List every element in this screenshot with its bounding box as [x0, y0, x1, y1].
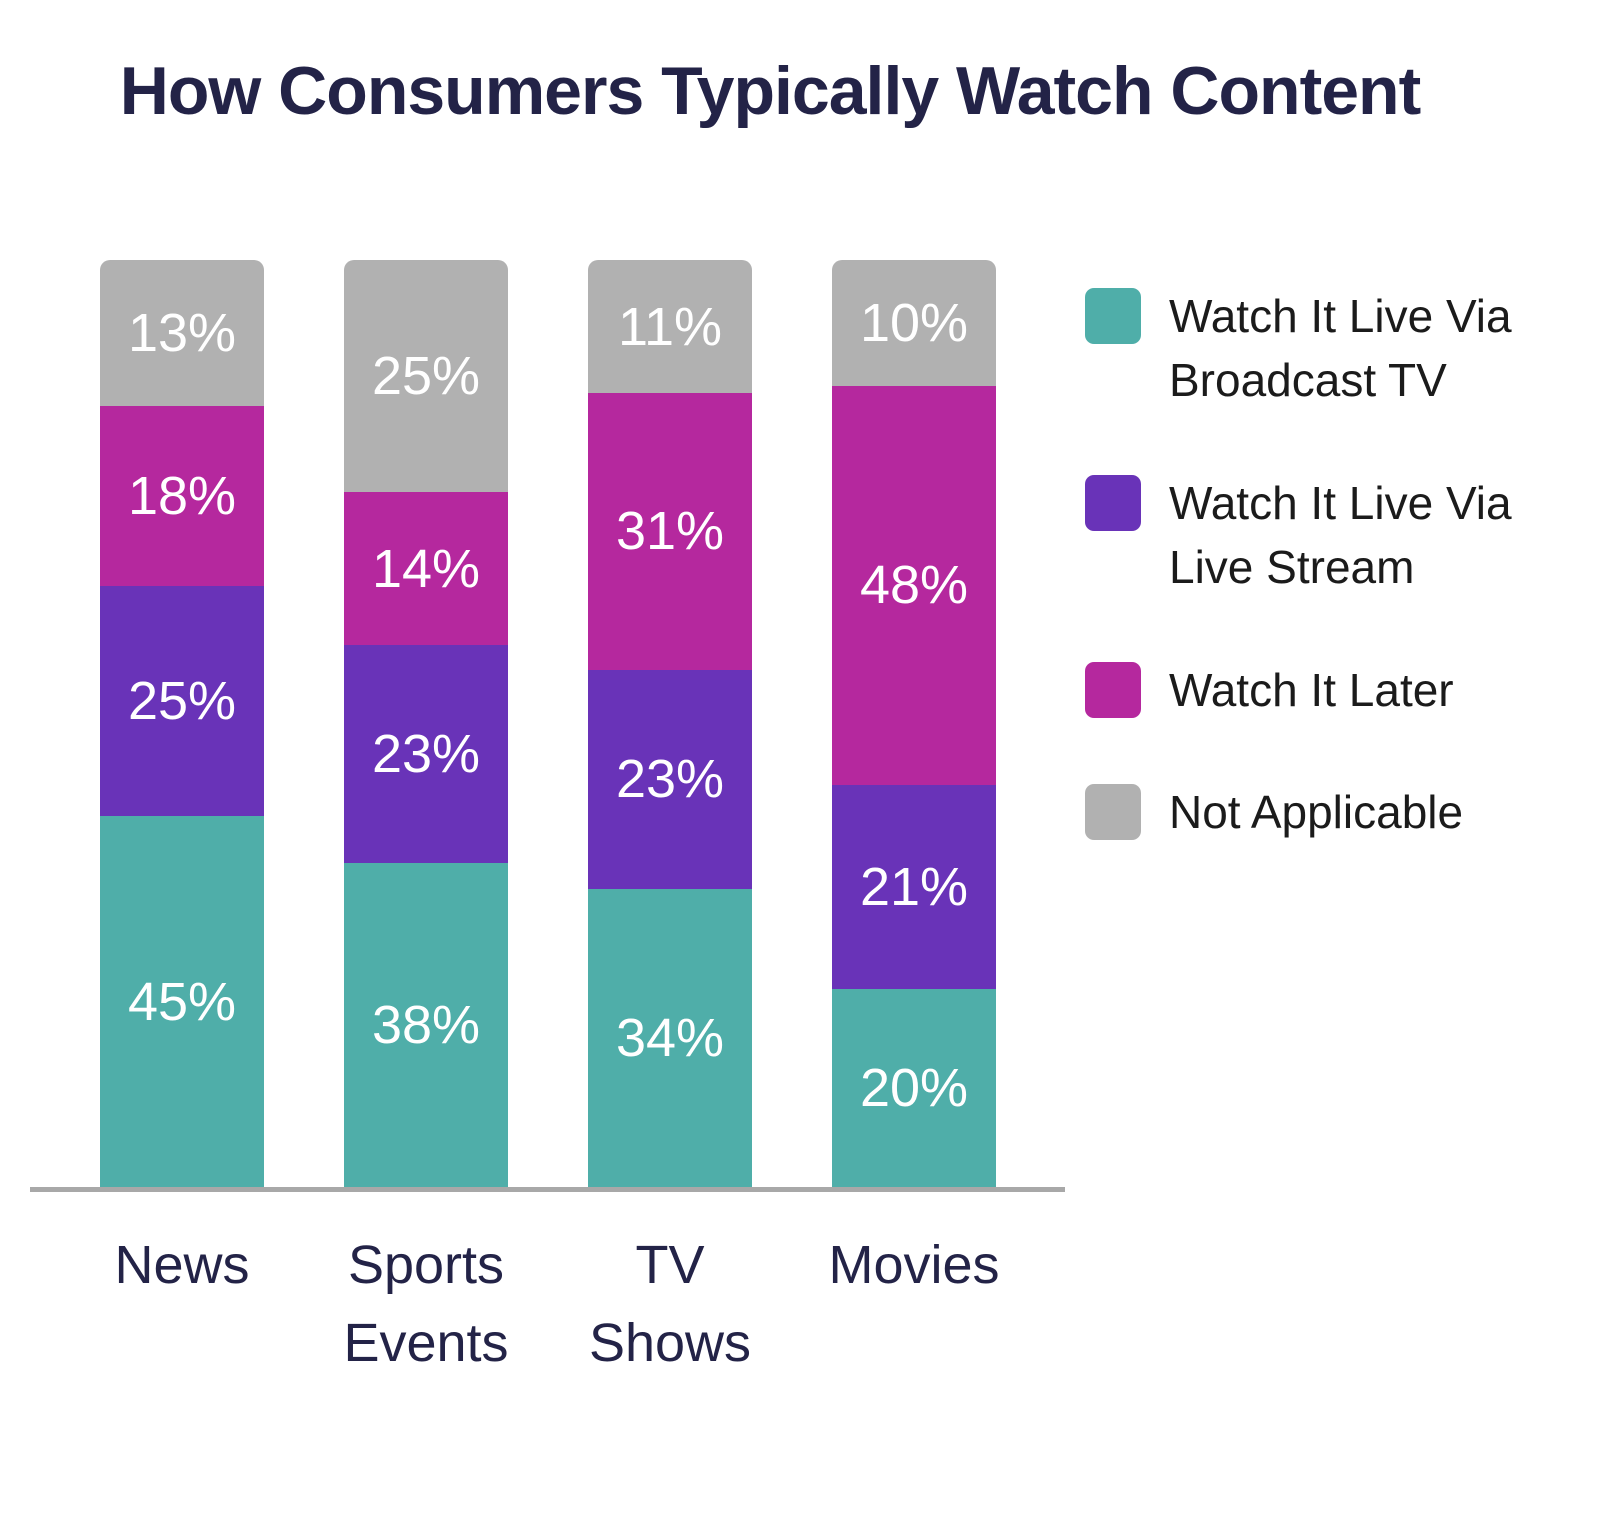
segment-value-label: 25% — [127, 671, 237, 732]
segment-watch-it-later-sports-events: 14% — [344, 491, 508, 646]
x-label-cell-tv-shows: TV Shows — [588, 1226, 752, 1383]
x-label-cell-news: News — [100, 1226, 264, 1383]
legend-item-watch-it-later: Watch It Later — [1085, 658, 1600, 722]
segment-not-applicable-sports-events: 25% — [344, 260, 508, 492]
chart-title: How Consumers Typically Watch Content — [119, 53, 1422, 129]
segment-watch-it-live-via-broadcast-tv-movies: 20% — [832, 989, 996, 1187]
segment-value-label: 45% — [127, 971, 237, 1032]
segment-not-applicable-tv-shows: 11% — [588, 260, 752, 393]
bar-tv-shows: 11% 31% 23% 34% — [588, 260, 752, 1187]
plot-area: 13% 18% 25% 45% 25% 14% 23% 38% 11% 31% 23% 34% 10% 4… — [0, 260, 1065, 1383]
segment-not-applicable-movies: 10% — [832, 260, 996, 386]
legend: Watch It Live Via Broadcast TV Watch It L… — [1065, 260, 1600, 1383]
segment-watch-it-live-via-broadcast-tv-news: 45% — [100, 816, 264, 1187]
segment-watch-it-live-via-broadcast-tv-tv-shows: 34% — [588, 888, 752, 1187]
segment-value-label: 23% — [371, 724, 481, 785]
segment-watch-it-later-movies: 48% — [832, 385, 996, 785]
x-label-news: News — [114, 1235, 250, 1295]
legend-label-watch-it-live-via-live-stream: Watch It Live Via Live Stream — [1169, 476, 1512, 594]
legend-swatch-watch-it-live-via-live-stream — [1085, 474, 1141, 531]
segment-watch-it-later-news: 18% — [100, 405, 264, 587]
segment-value-label: 11% — [617, 296, 723, 357]
segment-value-label: 31% — [615, 501, 725, 562]
segment-value-label: 23% — [615, 749, 725, 810]
x-label-tv-shows: TV Shows — [588, 1235, 752, 1374]
segment-value-label: 38% — [371, 994, 481, 1055]
legend-swatch-not-applicable — [1085, 783, 1141, 840]
x-label-cell-sports-events: Sports Events — [343, 1226, 509, 1383]
segment-watch-it-live-via-live-stream-sports-events: 23% — [344, 645, 508, 863]
segment-not-applicable-news: 13% — [100, 260, 264, 406]
segment-watch-it-live-via-broadcast-tv-sports-events: 38% — [344, 862, 508, 1187]
segment-watch-it-later-tv-shows: 31% — [588, 393, 752, 670]
x-label-cell-movies: Movies — [828, 1226, 999, 1383]
x-label-movies: Movies — [828, 1235, 1000, 1295]
chart-page: How Consumers Typically Watch Content 13… — [0, 52, 1600, 1527]
legend-label-watch-it-later: Watch It Later — [1169, 663, 1454, 716]
segment-value-label: 34% — [615, 1007, 725, 1068]
segment-value-label: 21% — [859, 856, 969, 917]
bars: 13% 18% 25% 45% 25% 14% 23% 38% 11% 31% 23% 34% 10% 4… — [0, 260, 1065, 1187]
segment-value-label: 20% — [859, 1058, 969, 1119]
x-axis-line — [30, 1187, 1065, 1192]
bar-sports-events: 25% 14% 23% 38% — [344, 260, 508, 1187]
segment-value-label: 18% — [127, 465, 237, 526]
legend-item-not-applicable: Not Applicable — [1085, 780, 1600, 844]
legend-label-not-applicable: Not Applicable — [1169, 785, 1464, 838]
segment-value-label: 13% — [127, 302, 237, 363]
segment-value-label: 10% — [859, 292, 969, 353]
segment-watch-it-live-via-live-stream-movies: 21% — [832, 784, 996, 990]
legend-item-watch-it-live-via-broadcast-tv: Watch It Live Via Broadcast TV — [1085, 284, 1600, 413]
legend-label-watch-it-live-via-broadcast-tv: Watch It Live Via Broadcast TV — [1169, 290, 1512, 407]
segment-watch-it-live-via-live-stream-tv-shows: 23% — [588, 669, 752, 889]
segment-value-label: 14% — [371, 538, 481, 599]
legend-swatch-watch-it-live-via-broadcast-tv — [1085, 288, 1141, 344]
segment-value-label: 25% — [371, 345, 481, 406]
chart-main-row: 13% 18% 25% 45% 25% 14% 23% 38% 11% 31% 23% 34% 10% 4… — [0, 260, 1600, 1383]
bar-movies: 10% 48% 21% 20% — [832, 260, 996, 1187]
x-axis-labels: News Sports Events TV Shows Movies — [0, 1226, 1065, 1383]
bar-news: 13% 18% 25% 45% — [100, 260, 264, 1187]
segment-watch-it-live-via-live-stream-news: 25% — [100, 586, 264, 817]
legend-swatch-watch-it-later — [1085, 661, 1141, 718]
x-label-sports-events: Sports Events — [343, 1235, 509, 1374]
legend-item-watch-it-live-via-live-stream: Watch It Live Via Live Stream — [1085, 471, 1600, 600]
segment-value-label: 48% — [859, 555, 969, 616]
